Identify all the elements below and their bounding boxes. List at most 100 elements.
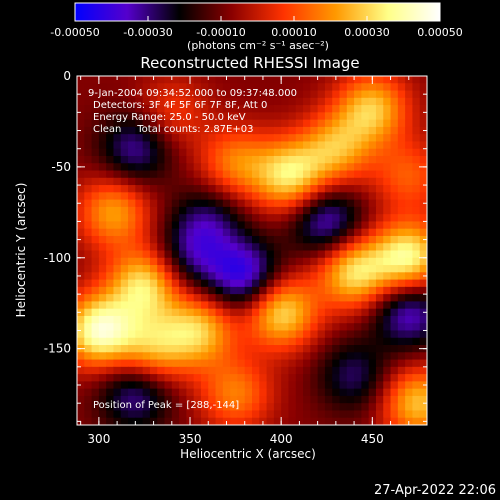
heatmap-cell [324, 417, 333, 425]
heatmap-cell [288, 141, 297, 150]
heatmap-cell [346, 403, 355, 412]
heatmap-cell [128, 192, 136, 201]
heatmap-cell [164, 417, 173, 425]
heatmap-cell [295, 148, 304, 157]
heatmap-cell [281, 243, 290, 252]
heatmap-cell [405, 105, 414, 113]
heatmap-cell [252, 359, 260, 368]
heatmap-cell [91, 388, 100, 397]
heatmap-cell [361, 126, 370, 135]
heatmap-cell [273, 395, 282, 404]
heatmap-cell [230, 294, 239, 302]
heatmap-cell [113, 403, 122, 412]
heatmap-cell [375, 323, 384, 332]
heatmap-cell [157, 228, 166, 237]
heatmap-cell [288, 272, 297, 281]
heatmap-cell [164, 315, 173, 324]
heatmap-cell [346, 235, 355, 244]
heatmap-cell [179, 374, 187, 382]
heatmap-cell [310, 272, 319, 281]
heatmap-cell [128, 206, 136, 215]
heatmap-cell [303, 323, 311, 332]
heatmap-cell [215, 315, 224, 324]
heatmap-cell [84, 374, 93, 382]
heatmap-cell [106, 265, 115, 273]
heatmap-cell [259, 163, 268, 172]
heatmap-cell [354, 214, 362, 223]
heatmap-cell [98, 192, 107, 201]
heatmap-cell [186, 257, 195, 266]
heatmap-cell [273, 330, 282, 339]
heatmap-cell [113, 243, 122, 252]
heatmap-cell [157, 155, 166, 164]
heatmap-cell [339, 417, 348, 425]
heatmap-cell [346, 272, 355, 281]
heatmap-cell [208, 206, 217, 215]
heatmap-cell [186, 141, 195, 150]
heatmap-cell [237, 243, 246, 252]
heatmap-cell [412, 315, 421, 324]
heatmap-cell [106, 352, 115, 361]
heatmap-cell [164, 126, 173, 135]
heatmap-cell [252, 199, 260, 208]
heatmap-cell [142, 148, 151, 157]
heatmap-cell [91, 265, 100, 273]
heatmap-cell [164, 395, 173, 404]
heatmap-cell [230, 105, 239, 113]
heatmap-cell [346, 199, 355, 208]
heatmap-cell [361, 90, 370, 99]
heatmap-cell [149, 90, 158, 99]
heatmap-cell [142, 359, 151, 368]
heatmap-cell [259, 250, 268, 259]
heatmap-cell [303, 83, 311, 92]
heatmap-cell [186, 83, 195, 92]
heatmap-cell [383, 330, 392, 339]
heatmap-cell [164, 206, 173, 215]
heatmap-cell [128, 286, 136, 295]
heatmap-cell [244, 337, 253, 346]
heatmap-cell [375, 141, 384, 150]
heatmap-cell [244, 105, 253, 113]
heatmap-cell [135, 410, 144, 419]
heatmap-cell [397, 199, 406, 208]
heatmap-cell [397, 395, 406, 404]
heatmap-cell [375, 192, 384, 201]
heatmap-cell [303, 337, 311, 346]
annotations: 9-Jan-2004 09:34:52.000 to 09:37:48.000 … [88, 88, 297, 411]
heatmap-cell [157, 185, 166, 193]
heatmap-cell [266, 265, 275, 273]
heatmap-cell [281, 330, 290, 339]
heatmap-cell [128, 315, 136, 324]
heatmap-cell [91, 199, 100, 208]
heatmap-cell [273, 388, 282, 397]
heatmap-cell [295, 359, 304, 368]
heatmap-cell [135, 257, 144, 266]
heatmap-cell [215, 250, 224, 259]
heatmap-cell [317, 235, 326, 244]
heatmap-cell [135, 134, 144, 143]
heatmap-cell [273, 381, 282, 390]
heatmap-cell [84, 214, 93, 223]
heatmap-cell [215, 83, 224, 92]
heatmap-cell [179, 366, 187, 375]
heatmap-cell [390, 257, 399, 266]
heatmap-cell [346, 250, 355, 259]
heatmap-cell [419, 155, 427, 164]
heatmap-cell [113, 410, 122, 419]
heatmap-cell [295, 352, 304, 361]
heatmap-cell [324, 199, 333, 208]
heatmap-cell [303, 257, 311, 266]
heatmap-cell [368, 170, 377, 179]
heatmap-cell [135, 148, 144, 157]
heatmap-cell [157, 417, 166, 425]
heatmap-cell [135, 97, 144, 106]
heatmap-cell [317, 330, 326, 339]
heatmap-cell [259, 323, 268, 332]
heatmap-cell [171, 105, 180, 113]
heatmap-cell [106, 206, 115, 215]
heatmap-cell [149, 250, 158, 259]
heatmap-cell [317, 177, 326, 186]
heatmap-cell [332, 250, 341, 259]
heatmap-cell [405, 374, 414, 382]
heatmap-cell [215, 112, 224, 121]
